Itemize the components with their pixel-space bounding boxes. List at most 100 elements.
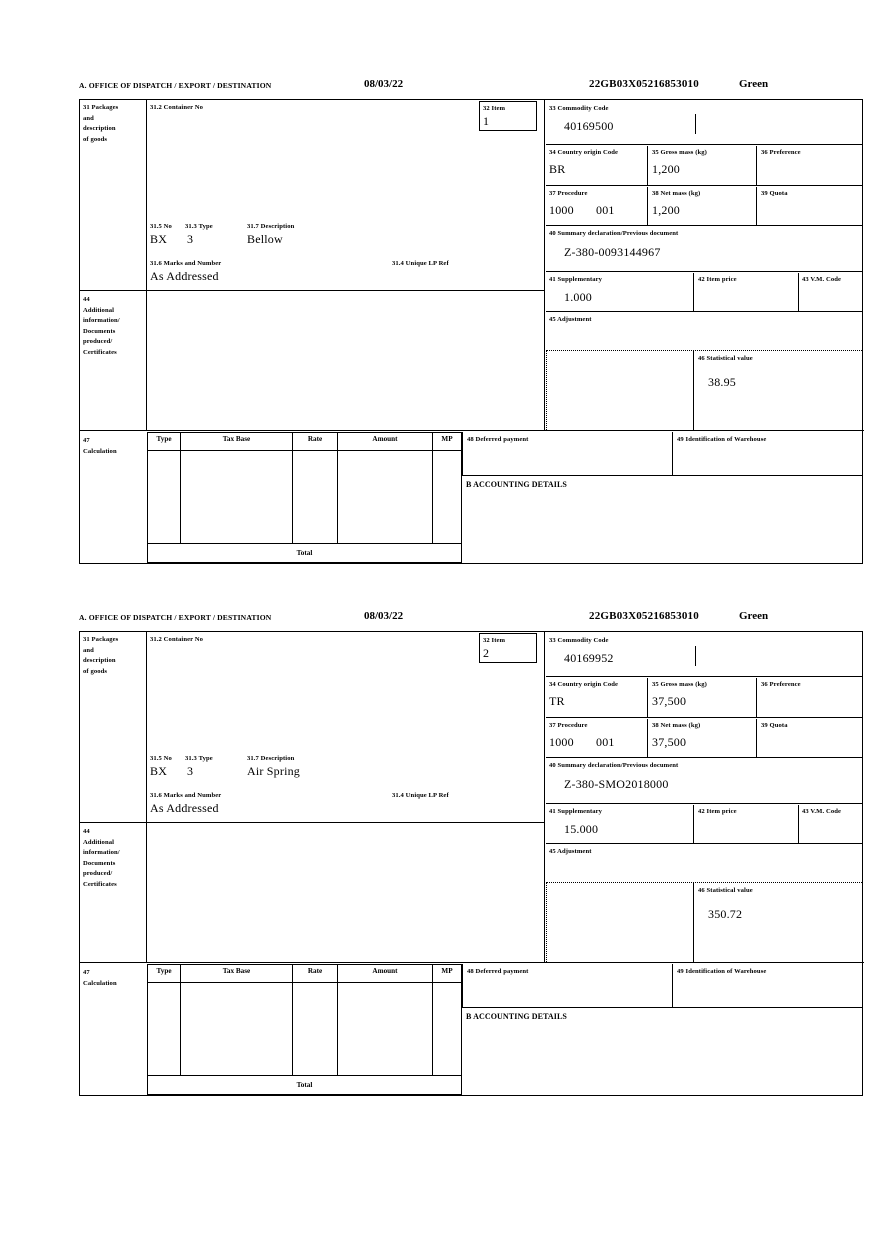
adjustment-dotted-rule bbox=[546, 350, 862, 351]
statistical-value-value: 38.95 bbox=[708, 374, 736, 389]
box-41-row-bottom-rule bbox=[546, 311, 862, 312]
marks-and-number-value: As Addressed bbox=[150, 269, 219, 283]
preference-value bbox=[757, 691, 862, 694]
declaration-form-item-1: A. OFFICE OF DISPATCH / EXPORT / DESTINA… bbox=[79, 78, 864, 564]
calc-cell-mp bbox=[433, 451, 461, 543]
country-origin-code-value: BR bbox=[549, 161, 566, 176]
box-43-vm-code: 43 V.M. Code bbox=[798, 805, 862, 843]
box-31-6-marks-label: 31.6 Marks and Number bbox=[150, 792, 222, 799]
calc-col-amount: Amount bbox=[338, 433, 433, 450]
commodity-code-subdivider bbox=[695, 114, 696, 134]
calc-cell-amount bbox=[338, 451, 433, 543]
box-31-3-type-label: 31.3 Type bbox=[185, 755, 213, 762]
calculation-table: Type Tax Base Rate Amount MP Total bbox=[147, 432, 462, 563]
mrn-number: 22GB03X05216853010 bbox=[589, 610, 699, 622]
statistical-value-value: 350.72 bbox=[708, 906, 743, 921]
box-31-packages-label: 31 Packages and description of goods bbox=[83, 104, 119, 143]
box-49-warehouse-identification: 49 Identification of Warehouse bbox=[672, 432, 862, 475]
box-33-bottom-rule bbox=[546, 676, 862, 677]
calc-col-tax-base: Tax Base bbox=[181, 433, 293, 450]
mrn-suffix: Green bbox=[739, 610, 769, 622]
commodity-code-value: 40169500 bbox=[564, 118, 614, 133]
box-42-item-price: 42 Item price bbox=[693, 805, 797, 843]
box-31-7-description-label: 31.7 Description bbox=[247, 755, 295, 762]
box-37-row-bottom-rule bbox=[546, 757, 862, 758]
box-37-procedure: 37 Procedure 1000 bbox=[546, 719, 646, 757]
box-41-row-bottom-rule bbox=[546, 843, 862, 844]
box-45-adjustment: 45 Adjustment bbox=[546, 313, 862, 349]
box-47-calculation-label: 47 Calculation bbox=[83, 437, 117, 455]
box-39-quota: 39 Quota bbox=[756, 719, 862, 757]
box-31-5-no-label: 31.5 No bbox=[150, 755, 172, 762]
summary-declaration-value: Z-380-SMO2018000 bbox=[564, 776, 669, 791]
marks-and-number-value: As Addressed bbox=[150, 801, 219, 815]
box-40-bottom-rule bbox=[546, 271, 862, 272]
calc-cell-amount bbox=[338, 983, 433, 1075]
commodity-code-subdivider bbox=[695, 646, 696, 666]
box-46-statistical-value: 46 Statistical value 38.95 bbox=[693, 351, 862, 430]
office-of-dispatch-label: A. OFFICE OF DISPATCH / EXPORT / DESTINA… bbox=[79, 81, 272, 90]
box-36-preference: 36 Preference bbox=[756, 678, 862, 717]
adjustment-dotted-rule bbox=[546, 882, 862, 883]
box-44-additional-info-label: 44 Additional information/ Documents pro… bbox=[83, 296, 120, 356]
box-43-vm-code: 43 V.M. Code bbox=[798, 273, 862, 311]
box-48-bottom-rule bbox=[462, 475, 862, 476]
calc-col-type: Type bbox=[148, 433, 181, 450]
vm-code-value bbox=[799, 818, 862, 822]
box-33-bottom-rule bbox=[546, 144, 862, 145]
statistical-dotted-divider bbox=[546, 350, 547, 430]
packages-no-value: BX bbox=[150, 232, 168, 246]
box-46-statistical-value: 46 Statistical value 350.72 bbox=[693, 883, 862, 962]
gross-mass-value: 1,200 bbox=[652, 161, 680, 176]
box-31-bottom-rule bbox=[80, 822, 545, 823]
warehouse-identification-value bbox=[673, 446, 862, 449]
office-of-dispatch-label: A. OFFICE OF DISPATCH / EXPORT / DESTINA… bbox=[79, 613, 272, 622]
left-column-divider bbox=[146, 100, 147, 430]
calc-cell-tax-base bbox=[181, 983, 293, 1075]
box-41-supplementary: 41 Supplementary 1.000 bbox=[546, 273, 693, 311]
item-price-value bbox=[694, 818, 797, 822]
mrn-suffix: Green bbox=[739, 78, 769, 90]
form-frame: 31 Packages and description of goods 31.… bbox=[79, 631, 864, 1096]
additional-information-value bbox=[150, 827, 540, 957]
packages-type-value: 3 bbox=[187, 232, 194, 246]
form-header: A. OFFICE OF DISPATCH / EXPORT / DESTINA… bbox=[79, 610, 863, 631]
calc-cell-type bbox=[148, 983, 181, 1075]
quota-value bbox=[757, 200, 862, 203]
box-41-supplementary: 41 Supplementary 15.000 bbox=[546, 805, 693, 843]
packages-no-value: BX bbox=[150, 764, 168, 778]
declaration-date: 08/03/22 bbox=[364, 610, 404, 622]
right-section-divider bbox=[544, 632, 545, 962]
item-price-value bbox=[694, 286, 797, 290]
procedure-value: 1000 bbox=[549, 202, 574, 217]
box-32-item: 32 Item 2 bbox=[479, 633, 537, 663]
box-48-deferred-payment: 48 Deferred payment bbox=[462, 432, 672, 475]
box-48-bottom-rule bbox=[462, 1007, 862, 1008]
calc-cell-mp bbox=[433, 983, 461, 1075]
calculation-total-row: Total bbox=[148, 1075, 461, 1094]
box-35-gross-mass: 35 Gross mass (kg) 1,200 bbox=[647, 146, 755, 185]
accounting-details-value bbox=[462, 1023, 862, 1026]
box-39-quota: 39 Quota bbox=[756, 187, 862, 225]
additional-information-value bbox=[150, 295, 540, 425]
box-35-gross-mass: 35 Gross mass (kg) 37,500 bbox=[647, 678, 755, 717]
statistical-dotted-divider bbox=[546, 882, 547, 962]
packages-type-value: 3 bbox=[187, 764, 194, 778]
box-33-commodity-code: 33 Commodity Code 40169500 bbox=[546, 102, 862, 144]
gross-mass-value: 37,500 bbox=[652, 693, 687, 708]
supplementary-value: 15.000 bbox=[564, 821, 599, 836]
box-40-summary-declaration: 40 Summary declaration/Previous document… bbox=[546, 759, 862, 803]
calc-cell-tax-base bbox=[181, 451, 293, 543]
box-32-item: 32 Item 1 bbox=[479, 101, 537, 131]
box-37-row-bottom-rule bbox=[546, 225, 862, 226]
declaration-date: 08/03/22 bbox=[364, 78, 404, 90]
calc-cell-rate bbox=[293, 451, 338, 543]
box-34-country-origin: 34 Country origin Code BR bbox=[546, 146, 646, 185]
section-b-accounting-details: B ACCOUNTING DETAILS bbox=[462, 477, 862, 561]
section-44-bottom-rule bbox=[80, 962, 864, 963]
box-31-packages-label: 31 Packages and description of goods bbox=[83, 636, 119, 675]
form-header: A. OFFICE OF DISPATCH / EXPORT / DESTINA… bbox=[79, 78, 863, 99]
summary-declaration-value: Z-380-0093144967 bbox=[564, 244, 661, 259]
deferred-payment-value bbox=[463, 978, 672, 981]
